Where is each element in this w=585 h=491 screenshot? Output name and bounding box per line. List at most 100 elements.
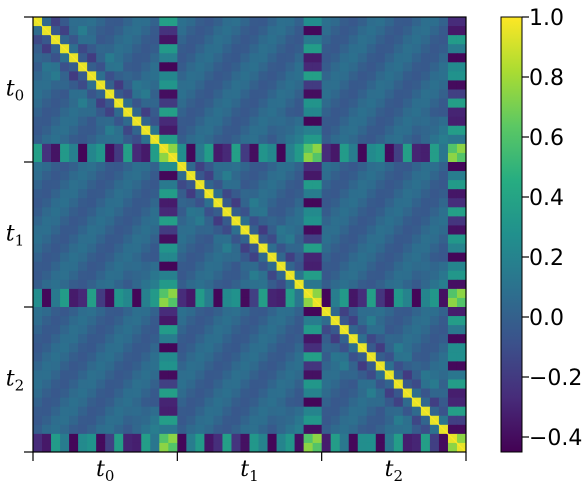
- heatmap-cell: [339, 388, 350, 399]
- heatmap-cell: [384, 125, 395, 136]
- heatmap-cell: [150, 442, 160, 452]
- heatmap-cell: [420, 152, 431, 163]
- heatmap-cell: [159, 26, 169, 36]
- heatmap-cell: [87, 162, 97, 172]
- heatmap-cell: [195, 234, 205, 245]
- heatmap-cell: [42, 35, 52, 45]
- heatmap-cell: [204, 116, 215, 127]
- heatmap-cell: [384, 216, 395, 227]
- heatmap-cell: [438, 288, 449, 299]
- heatmap-cell: [96, 361, 106, 372]
- heatmap-cell: [168, 180, 178, 190]
- heatmap-cell: [105, 370, 115, 381]
- heatmap-cell: [294, 243, 305, 254]
- heatmap-cell: [330, 334, 341, 344]
- heatmap-cell: [330, 225, 341, 236]
- heatmap-cell: [447, 189, 458, 199]
- heatmap-cell: [447, 307, 458, 317]
- heatmap-cell: [177, 234, 187, 245]
- heatmap-cell: [132, 433, 142, 444]
- heatmap-cell: [33, 189, 43, 199]
- heatmap-cell: [402, 171, 413, 181]
- heatmap-cell: [303, 252, 314, 263]
- heatmap-cell: [348, 198, 359, 208]
- heatmap-cell: [159, 98, 169, 109]
- heatmap-cell: [168, 388, 178, 399]
- heatmap-cell: [285, 180, 296, 190]
- heatmap-cell: [303, 415, 314, 426]
- heatmap-cell: [105, 98, 115, 109]
- heatmap-cell: [447, 26, 458, 36]
- heatmap-cell: [33, 370, 43, 381]
- heatmap-cell: [429, 207, 440, 217]
- heatmap-cell: [258, 252, 269, 263]
- heatmap-cell: [132, 370, 142, 381]
- heatmap-cell: [303, 17, 314, 27]
- heatmap-cell: [141, 216, 151, 227]
- heatmap-cell: [285, 17, 296, 27]
- heatmap-cell: [204, 89, 215, 100]
- heatmap-cell: [303, 307, 314, 317]
- heatmap-cell: [249, 216, 260, 227]
- heatmap-cell: [411, 243, 422, 254]
- heatmap-cell: [267, 189, 278, 199]
- heatmap-cell: [456, 116, 466, 127]
- heatmap-cell: [132, 388, 142, 399]
- heatmap-cell: [303, 234, 314, 245]
- heatmap-cell: [123, 207, 133, 217]
- heatmap-cell: [87, 442, 97, 452]
- heatmap-cell: [438, 171, 449, 181]
- heatmap-cell: [402, 125, 413, 136]
- heatmap-cell: [402, 379, 413, 390]
- heatmap-cell: [366, 334, 377, 344]
- heatmap-cell: [366, 71, 377, 82]
- heatmap-cell: [366, 234, 377, 245]
- heatmap-cell: [114, 388, 124, 399]
- heatmap-cell: [258, 288, 269, 299]
- heatmap-cell: [303, 334, 314, 344]
- heatmap-cell: [42, 261, 52, 272]
- heatmap-cell: [222, 433, 233, 444]
- heatmap-cell: [105, 116, 115, 127]
- heatmap-cell: [456, 243, 466, 254]
- heatmap-cell: [141, 198, 151, 208]
- heatmap-cell: [384, 379, 395, 390]
- heatmap-cell: [339, 171, 350, 181]
- heatmap-cell: [60, 370, 70, 381]
- heatmap-cell: [114, 207, 124, 217]
- heatmap-cell: [123, 53, 133, 63]
- heatmap-cell: [420, 198, 431, 208]
- heatmap-cell: [195, 152, 205, 163]
- heatmap-cell: [411, 288, 422, 299]
- heatmap-cell: [258, 415, 269, 426]
- heatmap-cell: [60, 388, 70, 399]
- heatmap-cell: [366, 180, 377, 190]
- heatmap-cell: [393, 442, 404, 452]
- heatmap-cell: [42, 107, 52, 118]
- heatmap-cell: [114, 125, 124, 136]
- heatmap-cell: [69, 125, 79, 136]
- heatmap-cell: [69, 361, 79, 372]
- heatmap-cell: [276, 189, 287, 199]
- heatmap-cell: [177, 180, 187, 190]
- heatmap-cell: [285, 116, 296, 127]
- heatmap-cell: [60, 17, 70, 27]
- heatmap-cell: [339, 397, 350, 408]
- heatmap-cell: [258, 270, 269, 281]
- diagonal-mark: [33, 17, 466, 452]
- heatmap-cell: [186, 162, 196, 172]
- heatmap-cell: [96, 62, 106, 72]
- heatmap-cell: [438, 334, 449, 344]
- heatmap-cell: [447, 424, 458, 435]
- heatmap-cell: [420, 44, 431, 54]
- heatmap-cell: [456, 343, 466, 353]
- heatmap-cell: [123, 343, 133, 353]
- heatmap-cell: [105, 406, 115, 417]
- heatmap-cell: [213, 107, 224, 118]
- heatmap-cell: [96, 162, 106, 172]
- heatmap-cell: [105, 415, 115, 426]
- heatmap-cell: [132, 415, 142, 426]
- heatmap-cell: [285, 107, 296, 118]
- heatmap-cell: [330, 143, 341, 154]
- heatmap-cell: [258, 116, 269, 127]
